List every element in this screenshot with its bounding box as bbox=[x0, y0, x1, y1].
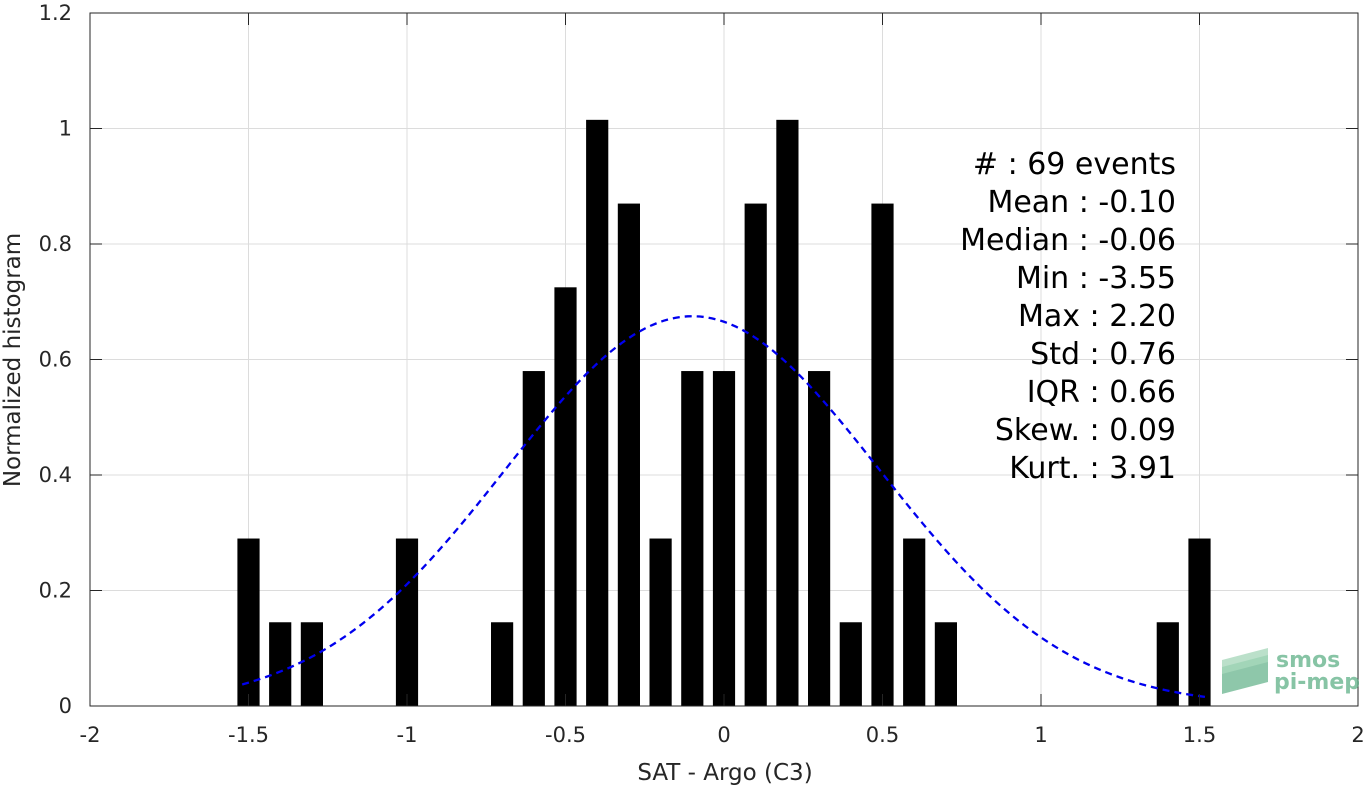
histogram-bar-14 bbox=[808, 371, 831, 706]
histogram-bar-1 bbox=[269, 622, 292, 706]
stat-line-0: # : 69 events bbox=[973, 147, 1176, 182]
gaussian-fit-curve bbox=[241, 315, 1206, 699]
histogram-bar-19 bbox=[1156, 622, 1179, 706]
x-tick-label-5: 0.5 bbox=[866, 723, 899, 747]
histogram-bar-3 bbox=[395, 538, 419, 706]
histogram-bar-0 bbox=[237, 538, 260, 706]
histogram-bar-10 bbox=[681, 371, 704, 706]
x-tick-label-7: 1.5 bbox=[1183, 723, 1216, 747]
x-axis-title: SAT - Argo (C3) bbox=[637, 760, 812, 786]
histogram-bar-18 bbox=[934, 622, 957, 706]
x-tick-label-6: 1 bbox=[1034, 723, 1047, 747]
x-tick-label-0: -2 bbox=[80, 723, 101, 747]
y-tick-label-1: 0.2 bbox=[39, 579, 72, 603]
histogram-bar-17 bbox=[903, 538, 926, 706]
histogram-bar-8 bbox=[617, 203, 640, 706]
logo-text-smos: smos bbox=[1276, 648, 1340, 673]
stat-line-6: IQR : 0.66 bbox=[1027, 375, 1176, 410]
stat-line-7: Skew. : 0.09 bbox=[995, 413, 1176, 448]
histogram-bar-6 bbox=[554, 287, 577, 706]
histogram-bar-20 bbox=[1188, 538, 1211, 706]
x-tick-label-1: -1.5 bbox=[228, 723, 269, 747]
stat-line-4: Max : 2.20 bbox=[1018, 299, 1176, 334]
histogram-bar-5 bbox=[522, 371, 545, 706]
histogram-bar-2 bbox=[300, 622, 323, 706]
histogram-bar-13 bbox=[776, 119, 799, 706]
x-tick-label-4: 0 bbox=[717, 723, 730, 747]
y-tick-label-3: 0.6 bbox=[39, 348, 72, 372]
histogram-bar-9 bbox=[649, 538, 672, 706]
smos-pimep-logo: smos pi-mep bbox=[1222, 648, 1360, 695]
axis-ticks bbox=[89, 12, 1359, 707]
histogram-bar-11 bbox=[712, 371, 736, 706]
histogram-bar-12 bbox=[744, 203, 767, 706]
histogram-bars bbox=[237, 119, 1211, 706]
y-tick-label-2: 0.4 bbox=[39, 463, 72, 487]
x-tick-label-2: -1 bbox=[397, 723, 418, 747]
stat-line-1: Mean : -0.10 bbox=[987, 185, 1176, 220]
stat-line-2: Median : -0.06 bbox=[960, 223, 1176, 258]
stat-line-5: Std : 0.76 bbox=[1030, 337, 1176, 372]
histogram-bar-15 bbox=[839, 622, 862, 706]
y-tick-label-4: 0.8 bbox=[39, 232, 72, 256]
y-tick-label-5: 1 bbox=[59, 117, 72, 141]
y-tick-label-6: 1.2 bbox=[39, 1, 72, 25]
y-axis-title: Normalized histogram bbox=[0, 233, 26, 487]
x-tick-label-8: 2 bbox=[1351, 723, 1364, 747]
histogram-bar-16 bbox=[871, 203, 894, 706]
y-tick-labels: 0 0.2 0.4 0.6 0.8 1 1.2 bbox=[39, 1, 72, 718]
logo-text-pimep: pi-mep bbox=[1274, 670, 1360, 695]
stat-line-8: Kurt. : 3.91 bbox=[1009, 451, 1176, 486]
x-tick-labels: -2 -1.5 -1 -0.5 0 0.5 1 1.5 2 bbox=[80, 723, 1365, 747]
stat-line-3: Min : -3.55 bbox=[1016, 261, 1176, 296]
histogram-bar-7 bbox=[586, 119, 609, 706]
y-tick-label-0: 0 bbox=[59, 694, 72, 718]
histogram-bar-4 bbox=[491, 622, 514, 706]
x-tick-label-3: -0.5 bbox=[545, 723, 586, 747]
waves-icon bbox=[1222, 648, 1268, 694]
